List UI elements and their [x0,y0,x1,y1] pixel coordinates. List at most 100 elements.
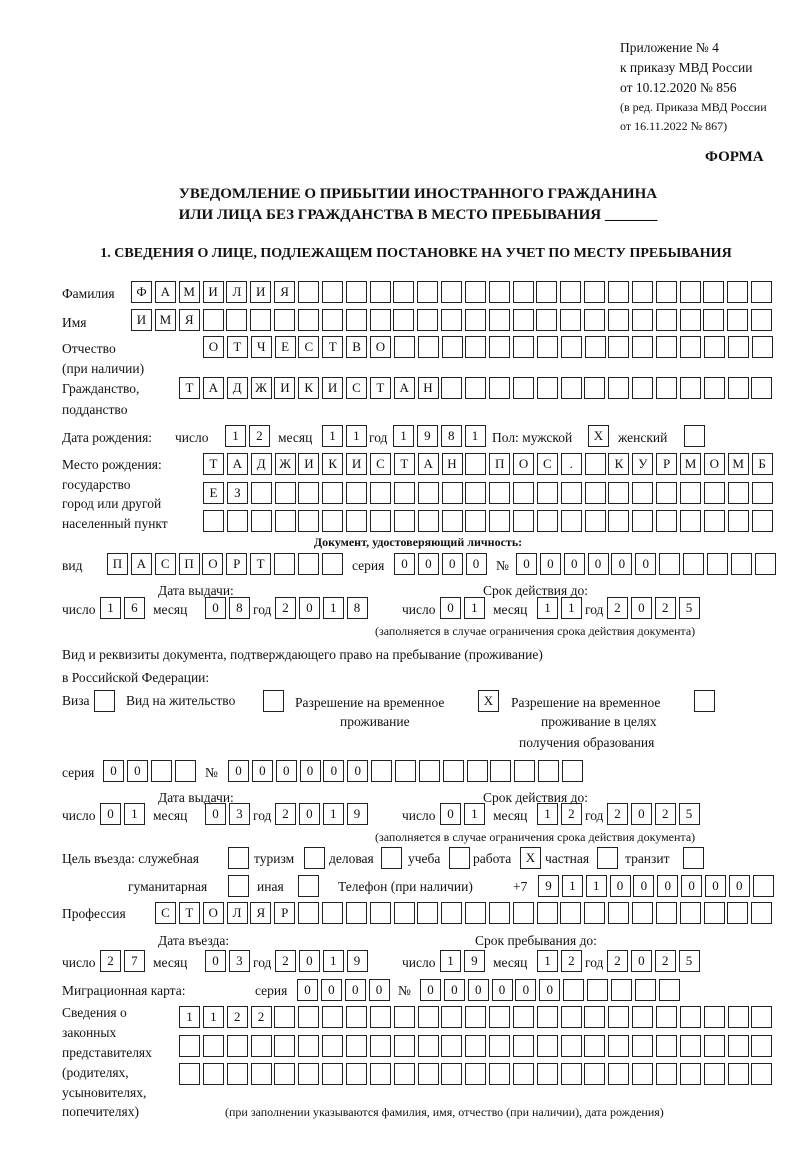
char-box[interactable] [322,482,344,504]
char-box[interactable]: О [369,336,391,358]
char-box[interactable]: 1 [537,950,558,972]
char-box[interactable]: И [250,281,272,303]
char-box[interactable]: Е [274,336,296,358]
char-box[interactable]: А [130,553,152,575]
char-box[interactable] [584,309,606,331]
char-box[interactable] [560,482,582,504]
char-box[interactable] [441,482,463,504]
char-box[interactable] [263,690,284,712]
char-box[interactable] [656,377,677,399]
char-box[interactable] [751,482,773,504]
char-box[interactable] [608,902,630,924]
char-box[interactable] [465,510,487,532]
char-box[interactable] [441,1063,463,1085]
char-box[interactable]: 3 [228,950,250,972]
char-box[interactable] [631,281,653,303]
char-box[interactable]: Е [203,482,224,504]
char-box[interactable] [488,309,510,331]
char-box[interactable] [393,482,415,504]
char-box[interactable] [679,281,701,303]
char-box[interactable] [536,482,558,504]
char-box[interactable]: 0 [298,597,320,619]
char-box[interactable]: Я [178,309,200,331]
char-box[interactable]: Т [226,336,248,358]
char-box[interactable] [226,510,248,532]
char-box[interactable]: 1 [100,597,121,619]
char-box[interactable] [536,1035,558,1057]
char-box[interactable] [322,1035,344,1057]
char-box[interactable] [560,902,582,924]
char-box[interactable]: Л [226,902,248,924]
char-box[interactable] [656,510,678,532]
char-box[interactable]: К [298,377,320,399]
char-box[interactable]: Д [226,377,248,399]
char-box[interactable] [536,1063,558,1085]
char-box[interactable]: 0 [440,803,461,825]
char-box[interactable] [369,1006,391,1028]
char-box[interactable]: 1 [179,1006,200,1028]
char-box[interactable]: . [560,453,582,475]
char-box[interactable] [513,482,535,504]
char-box[interactable] [393,510,415,532]
char-box[interactable] [369,510,391,532]
char-box[interactable] [608,510,630,532]
char-box[interactable] [465,377,487,399]
char-box[interactable]: М [727,453,749,475]
char-box[interactable]: 0 [320,979,342,1001]
char-box[interactable] [489,377,511,399]
char-box[interactable] [727,902,749,924]
char-box[interactable] [393,1063,415,1085]
char-box[interactable]: 0 [539,553,561,575]
char-box[interactable] [417,336,439,358]
char-box[interactable] [703,309,725,331]
char-box[interactable] [679,1035,701,1057]
char-box[interactable]: А [154,281,176,303]
char-box[interactable]: 0 [420,979,441,1001]
char-box[interactable] [632,902,653,924]
char-box[interactable]: 0 [344,979,366,1001]
char-box[interactable]: 0 [633,875,655,897]
representatives-boxes[interactable] [179,1035,775,1057]
char-box[interactable]: К [322,453,344,475]
char-box[interactable] [298,875,319,897]
char-box[interactable] [465,1063,487,1085]
char-box[interactable]: Я [250,902,272,924]
char-box[interactable] [586,979,608,1001]
char-box[interactable] [441,902,463,924]
char-box[interactable] [441,309,463,331]
char-box[interactable] [513,510,535,532]
char-box[interactable] [727,1035,749,1057]
char-box[interactable] [297,309,319,331]
char-box[interactable]: О [513,453,535,475]
male-checkbox[interactable]: X [588,425,612,447]
char-box[interactable] [679,902,701,924]
char-box[interactable] [512,1006,534,1028]
char-box[interactable]: 1 [322,950,344,972]
char-box[interactable]: 1 [537,597,558,619]
char-box[interactable]: 2 [560,950,582,972]
char-box[interactable]: 2 [607,950,628,972]
char-box[interactable]: 2 [654,803,676,825]
birth-place-boxes[interactable] [203,510,775,532]
purpose-work-checkbox[interactable]: X [520,847,544,869]
char-box[interactable]: М [154,309,176,331]
char-box[interactable] [727,309,749,331]
char-box[interactable]: 1 [463,597,485,619]
char-box[interactable]: 1 [225,425,246,447]
char-box[interactable] [345,1035,367,1057]
char-box[interactable]: 1 [440,950,461,972]
char-box[interactable]: И [322,377,344,399]
char-box[interactable] [703,902,725,924]
char-box[interactable] [727,281,749,303]
purpose-tourism-checkbox[interactable] [304,847,328,869]
char-box[interactable] [584,1035,606,1057]
char-box[interactable]: А [417,453,439,475]
char-box[interactable] [465,1035,487,1057]
char-box[interactable]: О [202,553,224,575]
char-box[interactable] [297,553,319,575]
